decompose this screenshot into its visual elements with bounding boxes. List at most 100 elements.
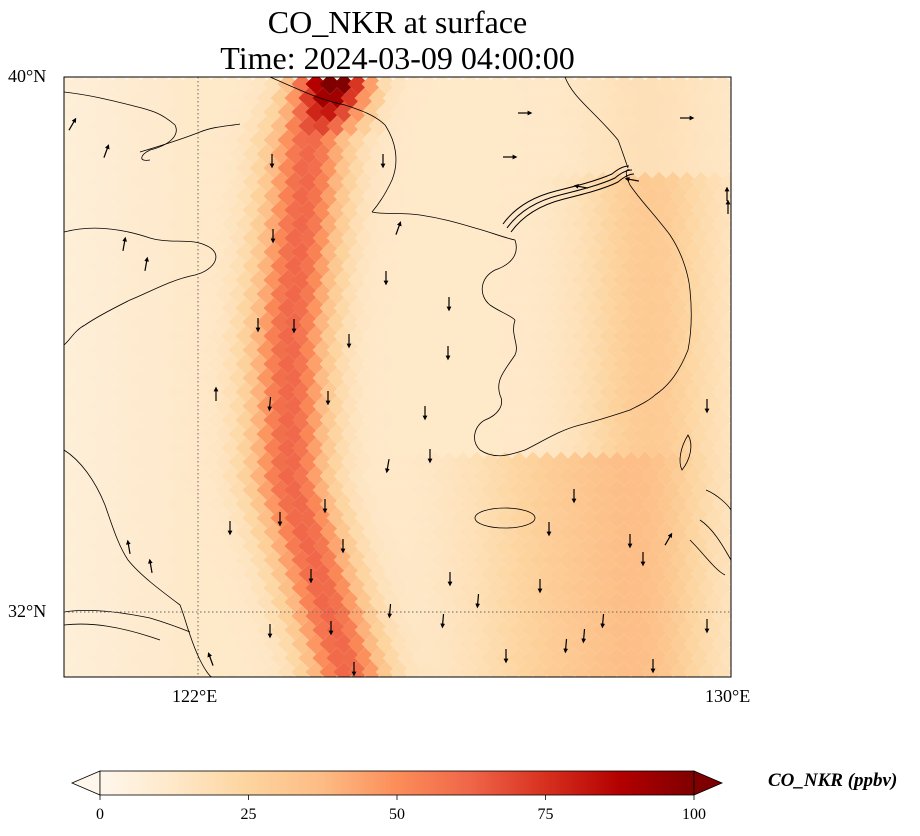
field-cell bbox=[711, 465, 731, 487]
field-cell bbox=[718, 647, 731, 669]
field-cell bbox=[711, 325, 731, 347]
field-cell bbox=[711, 409, 731, 431]
coastlines bbox=[64, 77, 731, 677]
field-cell bbox=[711, 77, 731, 95]
wind-arrow bbox=[475, 593, 481, 609]
field-cell bbox=[641, 77, 663, 95]
field-cell bbox=[718, 535, 731, 557]
field-cell bbox=[431, 77, 453, 95]
field-cell bbox=[64, 591, 82, 613]
field-cell bbox=[711, 157, 731, 179]
map-frame bbox=[63, 76, 732, 678]
field-cell bbox=[718, 451, 731, 473]
field-cell bbox=[718, 143, 731, 165]
field-cell bbox=[64, 423, 82, 445]
field-cell bbox=[718, 255, 731, 277]
wind-arrow bbox=[581, 628, 587, 644]
lon-tick-122e: 122°E bbox=[172, 686, 218, 706]
field-cell bbox=[718, 423, 731, 445]
map-title: CO_NKR at surface bbox=[267, 4, 528, 40]
colorbar-extend-max bbox=[693, 770, 724, 796]
field-cell bbox=[718, 591, 731, 613]
field-cell bbox=[718, 311, 731, 333]
field-cell bbox=[64, 115, 82, 137]
field-cell bbox=[64, 395, 82, 417]
field-cell bbox=[64, 479, 82, 501]
field-cell bbox=[613, 77, 635, 95]
field-cell bbox=[501, 77, 523, 95]
field-cell bbox=[64, 535, 82, 557]
field-cell bbox=[137, 77, 159, 95]
field-cell bbox=[361, 77, 383, 95]
field-cell bbox=[64, 311, 82, 333]
field-cell bbox=[711, 633, 731, 655]
field-cell bbox=[64, 647, 82, 669]
field-cell bbox=[109, 77, 131, 95]
field-cell bbox=[669, 77, 691, 95]
field-cell bbox=[67, 77, 89, 95]
field-cell bbox=[319, 77, 341, 95]
field-cell bbox=[207, 77, 229, 95]
field-cell bbox=[417, 77, 439, 95]
field-cell bbox=[711, 661, 731, 677]
field-cell bbox=[718, 87, 731, 109]
wind-arrow bbox=[148, 558, 153, 574]
wind-vectors bbox=[68, 110, 731, 677]
field-cell bbox=[718, 479, 731, 501]
wind-arrow bbox=[207, 652, 214, 666]
wind-arrow bbox=[563, 638, 569, 654]
wind-arrow bbox=[267, 396, 273, 412]
wind-arrow bbox=[664, 532, 673, 546]
wind-arrow bbox=[440, 613, 446, 629]
field-cell bbox=[165, 77, 187, 95]
lat-tick-32n: 32°N bbox=[8, 601, 47, 621]
field-cell bbox=[305, 77, 327, 95]
colorbar-tick-25: 25 bbox=[240, 806, 257, 823]
field-cell bbox=[235, 77, 257, 95]
wind-arrow bbox=[103, 144, 110, 158]
colorbar-gradient bbox=[99, 770, 695, 796]
field-cell bbox=[697, 77, 719, 95]
field-cell bbox=[718, 115, 731, 137]
field-cell bbox=[718, 507, 731, 529]
colorbar-label: CO_NKR (ppbv) bbox=[768, 770, 898, 791]
field-cell bbox=[718, 339, 731, 361]
field-cell bbox=[655, 77, 677, 95]
field-cell bbox=[389, 77, 411, 95]
field-cell bbox=[711, 437, 731, 459]
field-cell bbox=[221, 77, 243, 95]
field-cell bbox=[711, 297, 731, 319]
map-subtitle-time: Time: 2024-03-09 04:00:00 bbox=[220, 40, 575, 76]
field-cell bbox=[291, 77, 313, 95]
field-cell bbox=[473, 77, 495, 95]
field-cell bbox=[543, 77, 565, 95]
lat-tick-40n: 40°N bbox=[8, 66, 47, 86]
wind-arrow bbox=[144, 256, 149, 272]
concentration-field bbox=[64, 77, 731, 677]
field-cell bbox=[277, 77, 299, 95]
field-cell bbox=[711, 213, 731, 235]
field-cell bbox=[64, 227, 82, 249]
field-cell bbox=[64, 143, 82, 165]
field-cell bbox=[64, 563, 82, 585]
field-cell bbox=[599, 77, 621, 95]
field-cell bbox=[711, 353, 731, 375]
colorbar-tick-75: 75 bbox=[537, 806, 554, 823]
wind-arrow bbox=[68, 117, 77, 131]
field-cell bbox=[711, 269, 731, 291]
field-cell bbox=[711, 129, 731, 151]
field-cell bbox=[64, 507, 82, 529]
field-cell bbox=[459, 77, 481, 95]
field-cell bbox=[718, 619, 731, 641]
field-cell bbox=[375, 77, 397, 95]
field-cell bbox=[403, 77, 425, 95]
field-cell bbox=[718, 227, 731, 249]
field-cell bbox=[711, 381, 731, 403]
field-cell bbox=[711, 605, 731, 627]
field-cell bbox=[64, 171, 82, 193]
field-cell bbox=[585, 77, 607, 95]
field-cell bbox=[718, 283, 731, 305]
lon-tick-130e: 130°E bbox=[705, 686, 751, 706]
field-cell bbox=[711, 493, 731, 515]
field-cell bbox=[81, 77, 103, 95]
